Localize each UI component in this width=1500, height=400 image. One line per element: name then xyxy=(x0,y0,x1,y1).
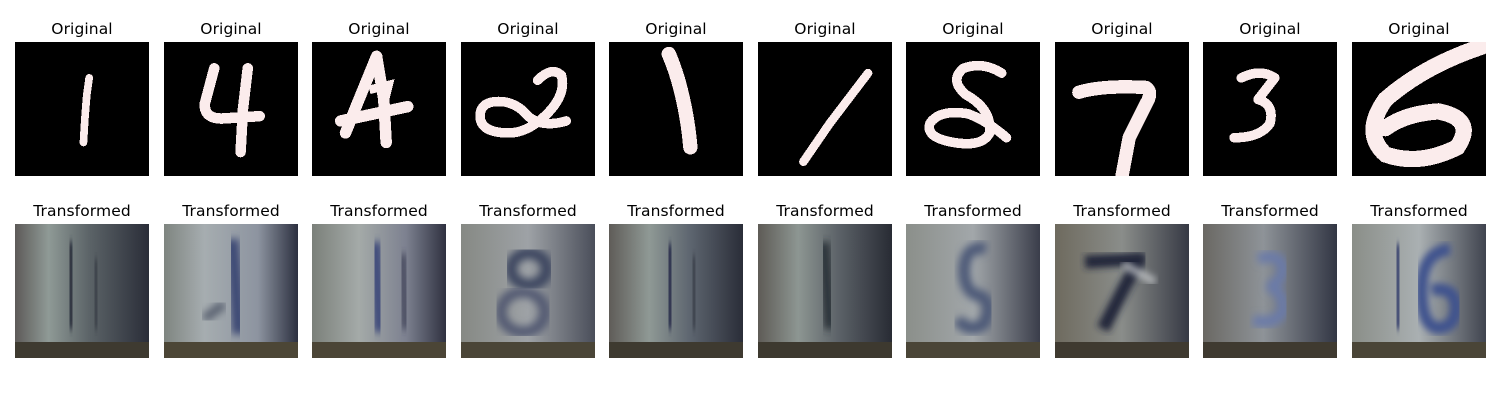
transformed-image xyxy=(609,224,743,358)
transformed-panel-2: Transformed xyxy=(164,200,298,358)
transformed-panel-1: Transformed xyxy=(15,200,149,358)
transformed-image xyxy=(461,224,595,358)
original-panel-3: Original xyxy=(312,18,446,176)
transformed-title: Transformed xyxy=(1073,202,1171,220)
original-image xyxy=(1203,42,1337,176)
transformed-panel-9: Transformed xyxy=(1203,200,1337,358)
transformed-image xyxy=(312,224,446,358)
original-title: Original xyxy=(497,20,559,38)
original-title: Original xyxy=(51,20,113,38)
original-title: Original xyxy=(1239,20,1301,38)
original-image xyxy=(1352,42,1486,176)
transformed-title: Transformed xyxy=(330,202,428,220)
original-panel-5: Original xyxy=(609,18,743,176)
original-image xyxy=(609,42,743,176)
original-image xyxy=(164,42,298,176)
original-title: Original xyxy=(1091,20,1153,38)
original-panel-7: Original xyxy=(906,18,1040,176)
transformed-title: Transformed xyxy=(776,202,874,220)
original-panel-2: Original xyxy=(164,18,298,176)
original-image xyxy=(906,42,1040,176)
transformed-panel-3: Transformed xyxy=(312,200,446,358)
transformed-panel-7: Transformed xyxy=(906,200,1040,358)
transformed-panel-5: Transformed xyxy=(609,200,743,358)
transformed-title: Transformed xyxy=(479,202,577,220)
original-title: Original xyxy=(1388,20,1450,38)
transformed-title: Transformed xyxy=(1221,202,1319,220)
transformed-panel-10: Transformed xyxy=(1352,200,1486,358)
original-image xyxy=(15,42,149,176)
original-panel-6: Original xyxy=(758,18,892,176)
original-image xyxy=(312,42,446,176)
transformed-panel-6: Transformed xyxy=(758,200,892,358)
transformed-image xyxy=(758,224,892,358)
original-image xyxy=(1055,42,1189,176)
transformed-image xyxy=(1055,224,1189,358)
transformed-panel-8: Transformed xyxy=(1055,200,1189,358)
transformed-panel-4: Transformed xyxy=(461,200,595,358)
original-panel-1: Original xyxy=(15,18,149,176)
original-title: Original xyxy=(794,20,856,38)
transformed-title: Transformed xyxy=(182,202,280,220)
transformed-image xyxy=(906,224,1040,358)
original-panel-10: Original xyxy=(1352,18,1486,176)
original-title: Original xyxy=(645,20,707,38)
transformed-title: Transformed xyxy=(33,202,131,220)
original-title: Original xyxy=(348,20,410,38)
original-panel-9: Original xyxy=(1203,18,1337,176)
transformed-title: Transformed xyxy=(627,202,725,220)
original-panel-4: Original xyxy=(461,18,595,176)
transformed-image xyxy=(1352,224,1486,358)
original-panel-8: Original xyxy=(1055,18,1189,176)
original-title: Original xyxy=(200,20,262,38)
original-image xyxy=(461,42,595,176)
original-title: Original xyxy=(942,20,1004,38)
transformed-image xyxy=(164,224,298,358)
transformed-title: Transformed xyxy=(1370,202,1468,220)
original-image xyxy=(758,42,892,176)
transformed-image xyxy=(15,224,149,358)
transformed-title: Transformed xyxy=(924,202,1022,220)
transformed-image xyxy=(1203,224,1337,358)
